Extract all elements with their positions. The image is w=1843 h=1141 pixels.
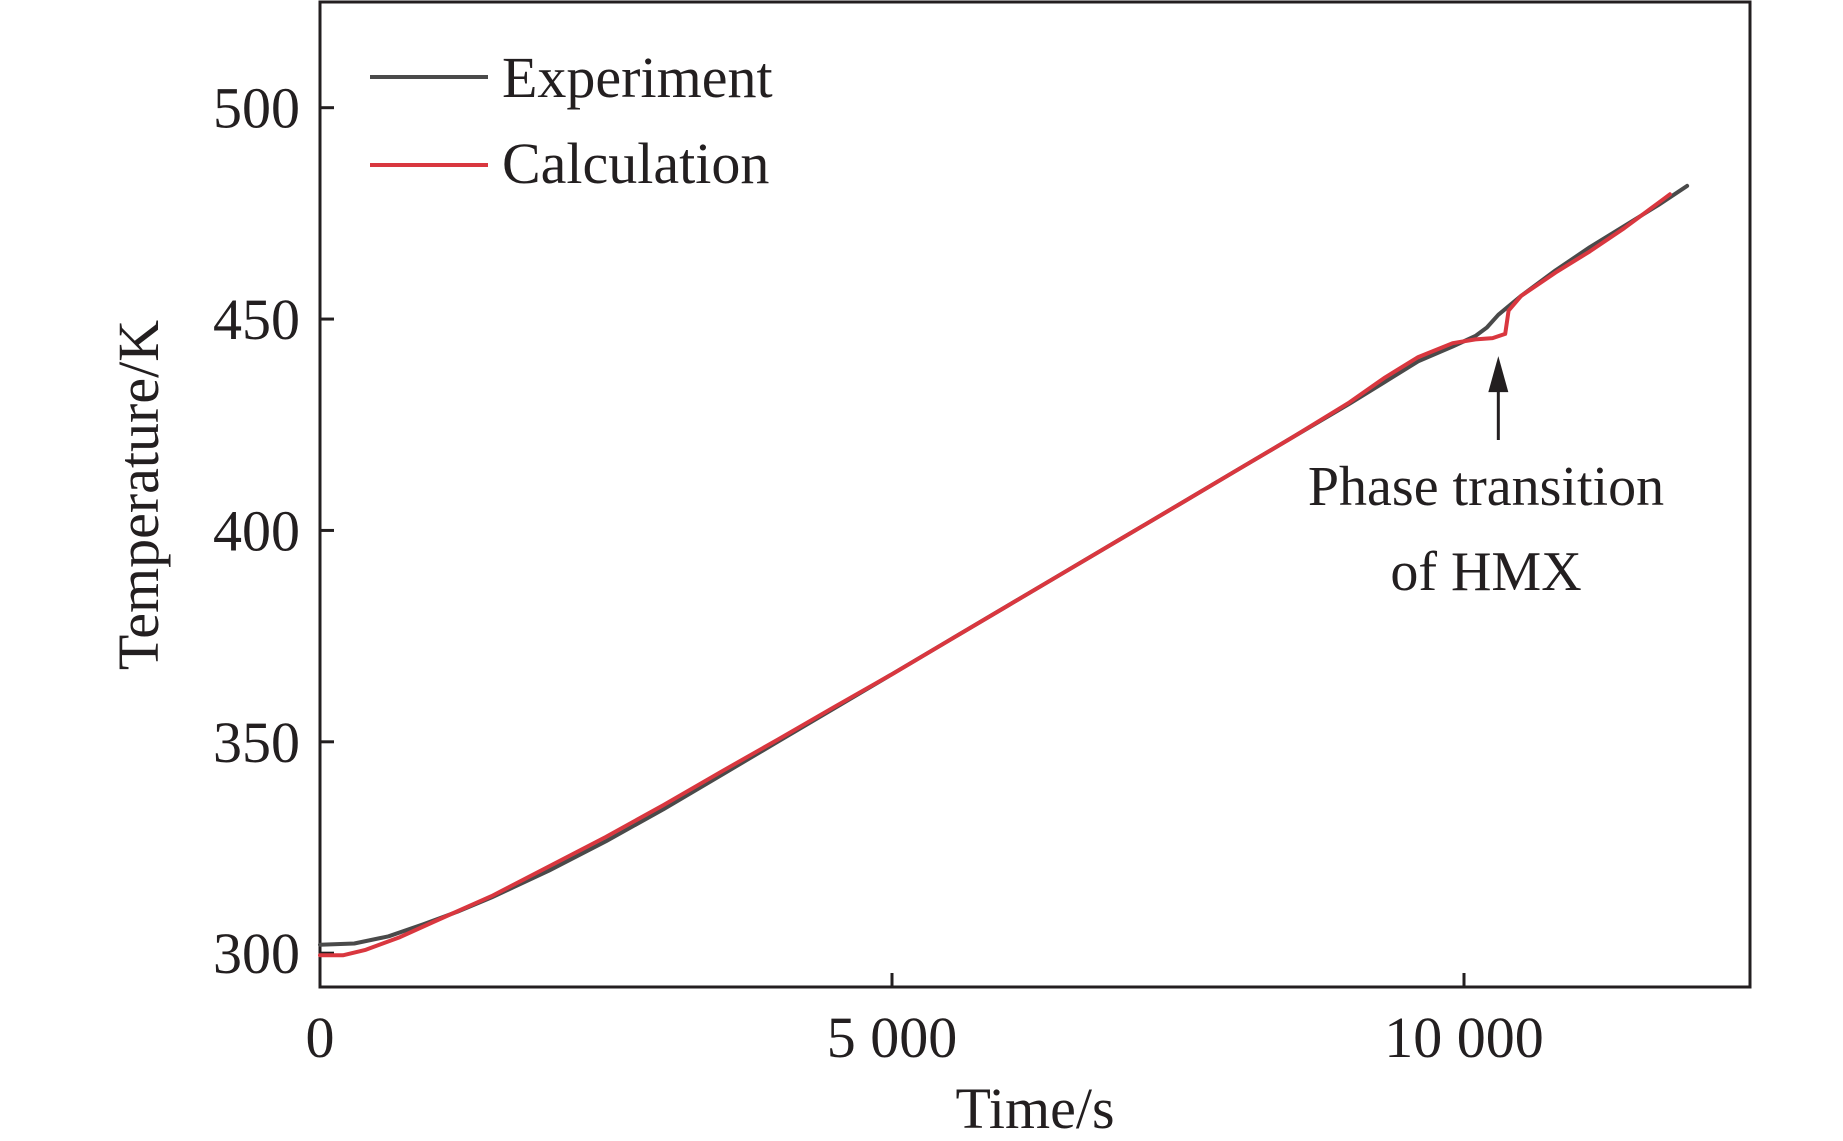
y-tick-label: 350 [213,710,300,775]
y-tick-label: 450 [213,287,300,352]
x-tick-label: 5 000 [827,1005,958,1070]
x-axis-ticks: 0 5 000 10 000 [306,973,1544,1070]
annotation-text-line-1: Phase transition [1308,456,1664,518]
legend-label-experiment: Experiment [502,45,773,110]
series-line-calculation [318,192,1672,958]
x-tick-label: 0 [306,1005,335,1070]
y-tick-label: 400 [213,498,300,563]
legend: Experiment Calculation [370,45,773,196]
annotation-arrowhead [1488,356,1509,393]
legend-label-calculation: Calculation [502,131,769,196]
x-tick-label: 10 000 [1384,1005,1544,1070]
y-tick-label: 500 [213,76,300,141]
y-tick-label: 300 [213,921,300,986]
y-axis-title: Temperature/K [106,320,171,670]
phase-transition-annotation: Phase transition of HMX [1308,356,1664,603]
y-axis-ticks: 300 350 400 450 500 [213,76,334,986]
series-lines [318,183,1690,958]
annotation-text-line-2: of HMX [1390,541,1581,603]
plot-frame [318,0,1752,989]
x-axis-title: Time/s [955,1076,1114,1141]
